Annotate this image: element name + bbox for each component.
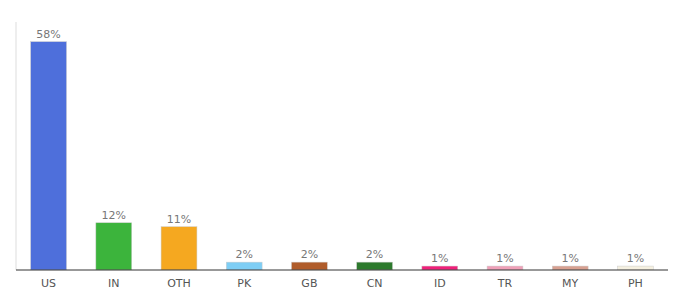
data-label: 2% bbox=[235, 248, 252, 261]
bar bbox=[422, 266, 458, 270]
bar bbox=[226, 262, 262, 270]
data-label: 1% bbox=[561, 252, 578, 265]
data-label: 12% bbox=[102, 209, 126, 222]
bar bbox=[552, 266, 588, 270]
x-tick-label: ID bbox=[434, 277, 446, 290]
data-label: 58% bbox=[36, 28, 60, 41]
x-tick-label: US bbox=[41, 277, 56, 290]
bar bbox=[96, 223, 132, 270]
x-tick-label: MY bbox=[562, 277, 578, 290]
x-tick-label: PH bbox=[628, 277, 643, 290]
bar bbox=[357, 262, 393, 270]
data-label: 2% bbox=[366, 248, 383, 261]
x-axis-line bbox=[16, 270, 668, 271]
x-tick-label: OTH bbox=[167, 277, 191, 290]
value-range-line bbox=[16, 22, 17, 270]
data-label: 2% bbox=[301, 248, 318, 261]
bar bbox=[31, 42, 67, 270]
chart-container: 58% 12% 11% 2% 2% 2% 1% 1% 1% 1% US IN OTH PK GB CN ID TR… bbox=[0, 0, 680, 300]
bar bbox=[291, 262, 327, 270]
data-label: 1% bbox=[496, 252, 513, 265]
bar bbox=[617, 266, 653, 270]
x-tick-label: CN bbox=[367, 277, 383, 290]
x-tick-label: TR bbox=[497, 277, 513, 290]
x-tick-label: PK bbox=[237, 277, 252, 290]
bars bbox=[31, 42, 654, 270]
data-label: 11% bbox=[167, 213, 191, 226]
data-label: 1% bbox=[431, 252, 448, 265]
x-tick-label: IN bbox=[108, 277, 119, 290]
x-tick-label: GB bbox=[301, 277, 317, 290]
chart: 58% 12% 11% 2% 2% 2% 1% 1% 1% 1% US IN OTH PK GB CN ID TR… bbox=[0, 0, 680, 300]
bar bbox=[161, 227, 197, 270]
bar bbox=[487, 266, 523, 270]
data-label: 1% bbox=[627, 252, 644, 265]
